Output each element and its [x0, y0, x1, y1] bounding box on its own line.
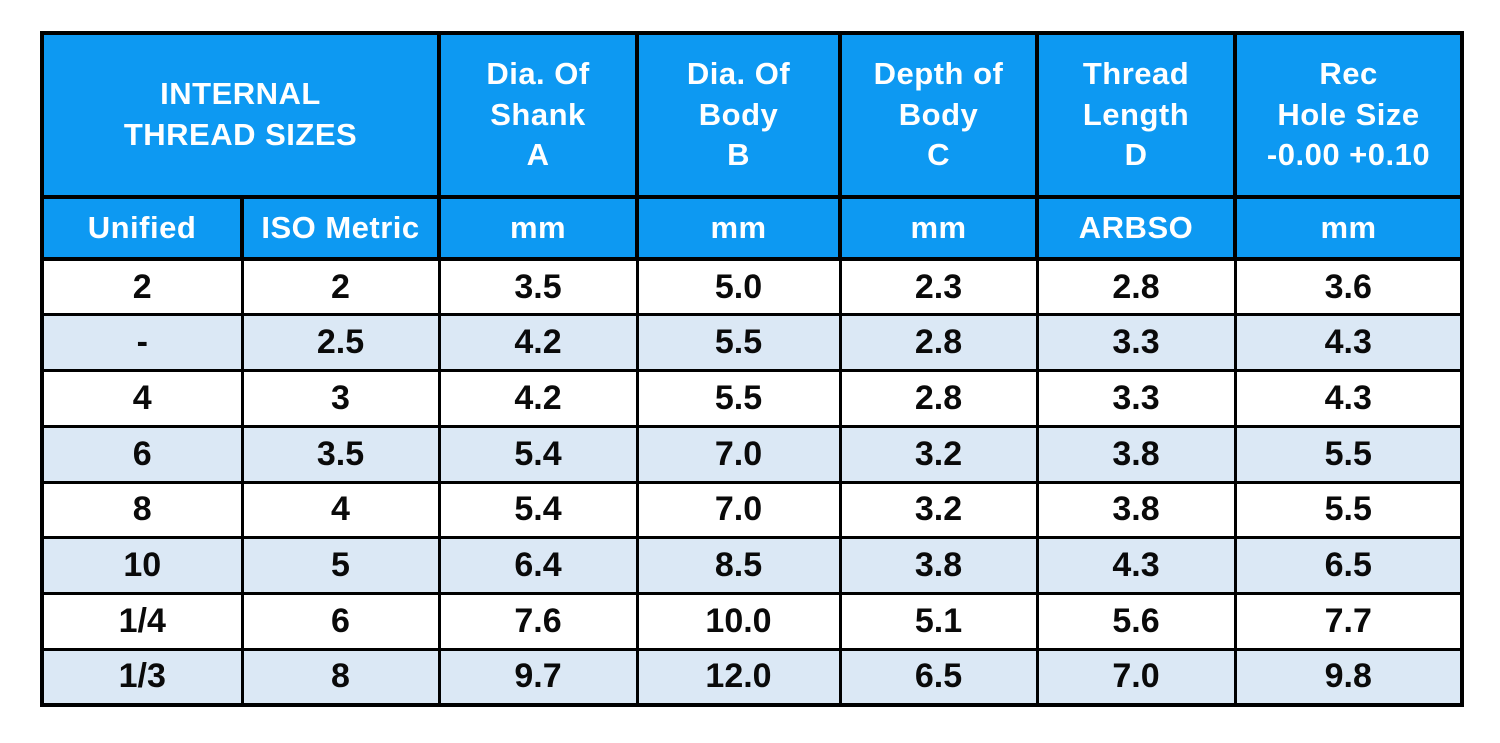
header-rec-hole-size: Rec Hole Size -0.00 +0.10 [1233, 31, 1465, 199]
table-cell: 5.4 [437, 480, 639, 540]
table-cell: 4.3 [1035, 536, 1237, 595]
table-cell: 7.7 [1233, 592, 1464, 651]
table-row: 2 2 3.5 5.0 2.3 2.8 3.6 [40, 257, 1464, 317]
table-cell: 3.3 [1035, 369, 1237, 428]
header-dia-of-body-b: Dia. Of Body B [635, 31, 843, 199]
header-internal-thread-sizes: INTERNAL THREAD SIZES [39, 31, 442, 199]
table-cell: 5.5 [635, 313, 842, 372]
table-cell: 3 [240, 369, 441, 428]
table-cell: 1/3 [40, 647, 244, 707]
table-body: 2 2 3.5 5.0 2.3 2.8 3.6-2.5 4.2 5.5 2.8 3.3 4.3 4 3 4.… [40, 257, 1464, 707]
table-cell: 5.5 [1233, 424, 1464, 484]
table-row: 1/3 8 9.7 12.0 6.5 7.0 9.8 [40, 647, 1464, 707]
table-cell: 3.2 [838, 480, 1039, 540]
table-cell: 8.5 [635, 536, 842, 595]
thread-sizes-table: INTERNAL THREAD SIZES Dia. Of Shank A Di… [39, 31, 1465, 707]
table-cell: 5.1 [838, 592, 1039, 651]
subheader-body-mm: mm [635, 195, 843, 261]
table-row: -2.5 4.2 5.5 2.8 3.3 4.3 [40, 313, 1464, 372]
table-row: 6 3.5 5.4 7.0 3.2 3.8 5.5 [40, 424, 1464, 484]
table-cell: - [40, 313, 244, 372]
table-cell: 9.8 [1233, 647, 1464, 707]
subheader-arbso: ARBSO [1035, 195, 1238, 261]
header-thread-length-d: Thread Length D [1035, 31, 1238, 199]
table-cell: 5.6 [1035, 592, 1237, 651]
table-cell: 4 [40, 369, 244, 428]
table-cell: 2.8 [1035, 257, 1237, 317]
table-cell: 8 [40, 480, 244, 540]
table-header-group-row: INTERNAL THREAD SIZES Dia. Of Shank A Di… [39, 31, 1465, 199]
table-cell: 5.5 [1233, 480, 1464, 540]
table-cell: 5 [240, 536, 441, 595]
table-cell: 3.8 [1035, 480, 1237, 540]
table-cell: 6 [40, 424, 244, 484]
table-cell: 7.0 [635, 424, 842, 484]
table-row: 8 4 5.4 7.0 3.2 3.8 5.5 [40, 480, 1464, 540]
table-cell: 10.0 [635, 592, 842, 651]
table-cell: 6.5 [838, 647, 1039, 707]
table-cell: 1/4 [40, 592, 244, 651]
subheader-shank-mm: mm [437, 195, 640, 261]
subheader-unified: Unified [40, 195, 244, 261]
table-cell: 4.3 [1233, 369, 1464, 428]
table-cell: 2.8 [838, 369, 1039, 428]
table-cell: 4.2 [437, 313, 639, 372]
table-row: 1/4 6 7.6 10.0 5.1 5.6 7.7 [40, 592, 1464, 651]
table-cell: 6.4 [437, 536, 639, 595]
table-cell: 8 [240, 647, 441, 707]
table-cell: 2.3 [838, 257, 1039, 317]
subheader-depth-mm: mm [838, 195, 1040, 261]
table-cell: 4.2 [437, 369, 639, 428]
table-cell: 2.8 [838, 313, 1039, 372]
table-row: 4 3 4.2 5.5 2.8 3.3 4.3 [40, 369, 1464, 428]
table-cell: 7.0 [635, 480, 842, 540]
table-cell: 2 [240, 257, 441, 317]
table-cell: 7.6 [437, 592, 639, 651]
table-cell: 3.5 [437, 257, 639, 317]
table-cell: 3.8 [838, 536, 1039, 595]
subheader-iso-metric: ISO Metric [239, 195, 442, 261]
table-cell: 4 [240, 480, 441, 540]
table-row: 10 5 6.4 8.5 3.8 4.3 6.5 [40, 536, 1464, 595]
header-dia-of-shank-a: Dia. Of Shank A [437, 31, 640, 199]
table-subheader-row: Unified ISO Metric mm mm mm ARBSO mm [40, 195, 1465, 261]
table-cell: 2 [40, 257, 244, 317]
table-cell: 7.0 [1035, 647, 1237, 707]
table-cell: 9.7 [437, 647, 639, 707]
table-cell: 3.5 [240, 424, 441, 484]
table-cell: 3.2 [838, 424, 1039, 484]
table-cell: 2.5 [240, 313, 441, 372]
table-header: INTERNAL THREAD SIZES Dia. Of Shank A Di… [39, 31, 1465, 261]
table-cell: 6.5 [1233, 536, 1464, 595]
subheader-hole-mm: mm [1233, 195, 1465, 261]
table-cell: 12.0 [635, 647, 842, 707]
table-cell: 6 [240, 592, 441, 651]
table-cell: 5.4 [437, 424, 639, 484]
table-cell: 4.3 [1233, 313, 1464, 372]
table-cell: 5.5 [635, 369, 842, 428]
table-cell: 3.3 [1035, 313, 1237, 372]
header-depth-of-body-c: Depth of Body C [838, 31, 1040, 199]
table-cell: 5.0 [635, 257, 842, 317]
table-cell: 10 [40, 536, 244, 595]
table-cell: 3.8 [1035, 424, 1237, 484]
table-cell: 3.6 [1233, 257, 1464, 317]
